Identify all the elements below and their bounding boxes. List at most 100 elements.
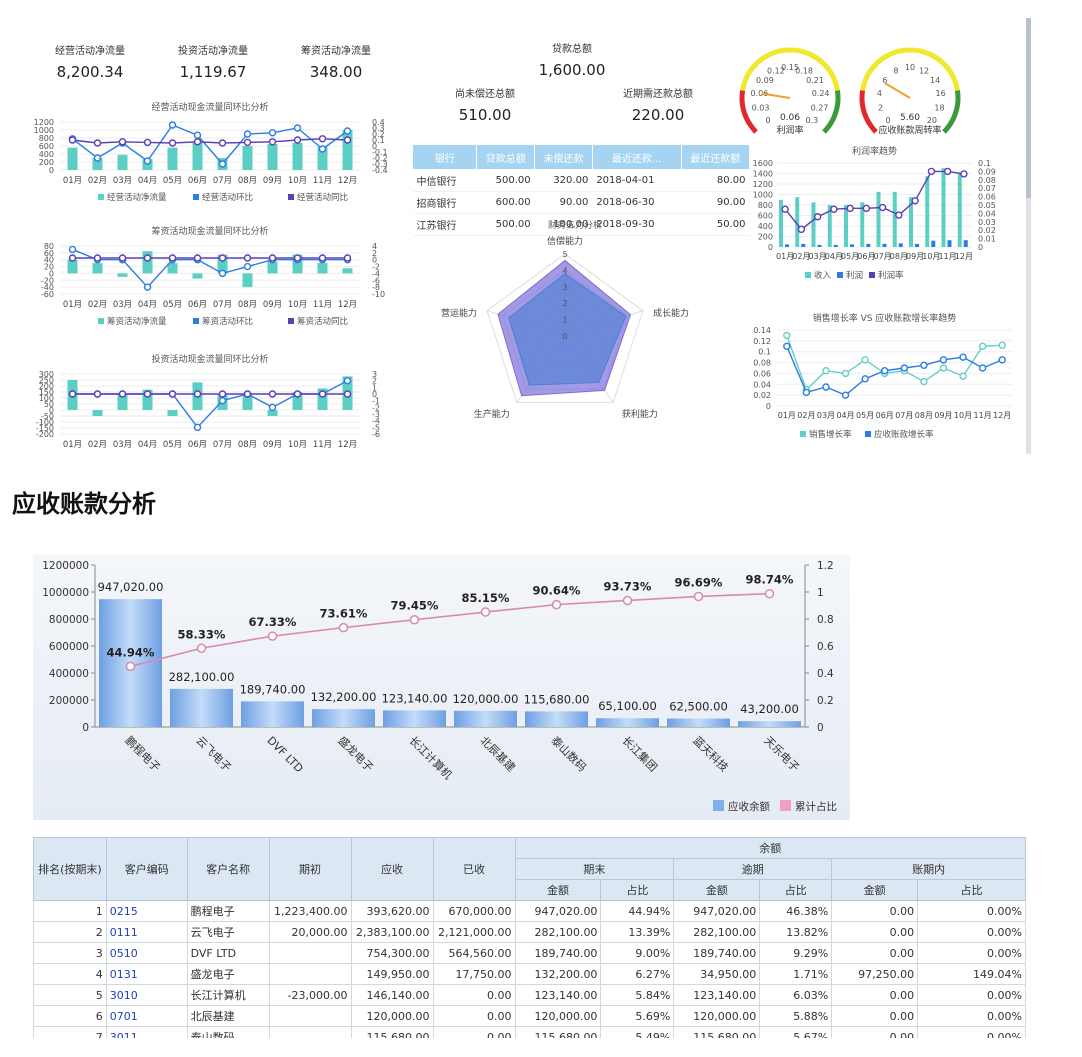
receivable-cell: 189,740.00 <box>673 942 761 964</box>
ar-point <box>881 367 889 375</box>
cash-bar <box>167 410 178 416</box>
receivable-cell: 120,000.00 <box>673 1005 761 1027</box>
y-tick-label: 600000 <box>49 641 89 653</box>
gauge-tick: 0.3 <box>806 116 819 125</box>
cash-bar <box>242 394 253 410</box>
col-end-ratio[interactable]: 占比 <box>600 879 675 901</box>
receivable-row[interactable]: 5 3010 长江计算机 -23,000.00 146,140.00 0.00 123,14… <box>33 984 1026 1006</box>
col-within-ratio[interactable]: 占比 <box>917 879 1026 901</box>
cash-bar <box>117 394 128 410</box>
receivable-row[interactable]: 2 0111 云飞电子 20,000.00 2,383,100.00 2,121,000.… <box>33 921 1026 943</box>
y-tick-label: -60 <box>41 290 54 299</box>
col-overdue-ratio[interactable]: 占比 <box>759 879 833 901</box>
legend-label: 累计占比 <box>795 800 837 813</box>
chart-title: 筹资活动现金流量同环比分析 <box>151 225 268 237</box>
customer-code-link[interactable]: 3011 <box>105 1026 188 1038</box>
cumulative-label: 98.74% <box>746 573 794 587</box>
kpi-value: 510.00 <box>458 106 512 124</box>
x-tick-label: 01月 <box>776 252 794 261</box>
receivable-row[interactable]: 7 3011 泰山数码 115,680.00 0.00 115,680.00 5.49% 11… <box>33 1026 1026 1038</box>
loan-col-header[interactable]: 未偿还款 <box>534 144 593 170</box>
legend-swatch <box>713 800 724 811</box>
dashboard-scrollbar[interactable] <box>1026 18 1031 454</box>
y2-tick-label: 0.8 <box>817 614 834 626</box>
y2-tick-label: 0 <box>372 256 377 265</box>
cash-bar <box>192 273 203 279</box>
tong-point <box>243 138 252 147</box>
customer-code-link[interactable]: 3010 <box>105 984 188 1006</box>
receivable-cell: 盛龙电子 <box>186 963 270 985</box>
radar-axis-label: 信偿能力 <box>547 235 583 247</box>
cash-bar <box>117 154 128 170</box>
col-overdue-amount[interactable]: 金额 <box>673 879 761 901</box>
receivable-row[interactable]: 4 0131 盛龙电子 149,950.00 17,750.00 132,200.00 6.… <box>33 963 1026 985</box>
kpi-investing-net-flow: 投资活动净流量 1,119.67 <box>143 42 283 81</box>
cash-bar <box>267 261 278 274</box>
kpi-financing-net-flow: 筹资活动净流量 348.00 <box>266 42 406 81</box>
x-tick-label: 04月 <box>138 440 157 450</box>
x-tick-label: 07月 <box>895 411 913 420</box>
x-tick-label: 03月 <box>809 252 827 261</box>
x-tick-label: 05月 <box>841 252 859 261</box>
scrollbar-thumb[interactable] <box>1026 18 1031 198</box>
legend-label: 销售增长率 <box>809 429 852 440</box>
receivable-row[interactable]: 3 0510 DVF LTD 754,300.00 564,560.00 189,740.… <box>33 942 1026 964</box>
col-received[interactable]: 已收 <box>432 837 516 901</box>
customer-code-link[interactable]: 0701 <box>105 1005 188 1027</box>
x-tick-label: 01月 <box>778 411 796 420</box>
col-customer-name[interactable]: 客户名称 <box>186 837 270 901</box>
x-category-label: 泰山数码 <box>548 733 589 774</box>
receivable-cell: 泰山数码 <box>186 1026 270 1038</box>
loan-col-header[interactable]: 最近还款额 <box>680 144 751 170</box>
y-tick-label: 400 <box>39 150 54 159</box>
receivable-row[interactable]: 6 0701 北辰基建 120,000.00 0.00 120,000.00 5.69% 12… <box>33 1005 1026 1027</box>
loan-row[interactable]: 招商银行 600.00 90.00 2018-06-30 90.00 <box>412 191 750 214</box>
y2-tick-label: 0.2 <box>817 695 834 707</box>
kpi-label: 筹资活动净流量 <box>301 46 371 57</box>
col-rank[interactable]: 排名(按期末) <box>33 837 107 901</box>
x-tick-label: 04月 <box>836 411 854 420</box>
customer-code-link[interactable]: 0215 <box>105 900 188 922</box>
x-tick-label: 12月 <box>338 300 357 310</box>
cash-bar <box>317 263 328 274</box>
cash-bar <box>317 388 328 410</box>
receivable-cell: 282,100.00 <box>514 921 602 943</box>
x-tick-label: 10月 <box>954 411 972 420</box>
col-customer-code[interactable]: 客户编码 <box>105 837 188 901</box>
receivable-cell: 5.67% <box>759 1026 833 1038</box>
col-end-amount[interactable]: 金额 <box>514 879 602 901</box>
loan-col-header[interactable]: 银行 <box>411 144 478 170</box>
kpi-due-soon: 近期需还款总额 220.00 <box>588 85 728 124</box>
income-bar <box>925 176 930 247</box>
loan-col-header[interactable]: 贷款总额 <box>476 144 536 170</box>
customer-code-link[interactable]: 0510 <box>105 942 188 964</box>
ar-point <box>939 356 948 364</box>
x-tick-label: 06月 <box>188 440 207 450</box>
receivable-row[interactable]: 1 0215 鹏程电子 1,223,400.00 393,620.00 670,000.0… <box>33 900 1026 922</box>
legend-swatch <box>193 194 199 200</box>
x-category-label: 盛龙电子 <box>335 733 376 774</box>
customer-code-link[interactable]: 0131 <box>105 963 188 985</box>
customer-code-link[interactable]: 0111 <box>105 921 188 943</box>
y-tick-label: 0.12 <box>753 337 771 346</box>
col-within-amount[interactable]: 金额 <box>831 879 919 901</box>
x-tick-label: 11月 <box>939 252 957 261</box>
col-beginning[interactable]: 期初 <box>268 837 352 901</box>
loan-row[interactable]: 江苏银行 500.00 100.00 2018-09-30 50.00 <box>412 213 750 236</box>
receivable-cell: 670,000.00 <box>432 900 516 922</box>
col-balance: 余额 <box>514 837 1026 859</box>
y-tick-label: 800 <box>39 134 54 143</box>
tong-point <box>268 254 277 262</box>
y-tick-label: -100 <box>36 418 54 427</box>
legend-label: 应收账款增长率 <box>874 429 934 440</box>
receivable-cell: -23,000.00 <box>268 984 352 1006</box>
tong-point <box>68 390 77 398</box>
tong-line <box>72 138 348 144</box>
radar-title: 财务五力分析 <box>548 219 602 231</box>
legend-label: 经营活动净流量 <box>107 192 167 203</box>
loan-col-header[interactable]: 最近还款... <box>591 144 682 170</box>
col-receivable[interactable]: 应收 <box>350 837 434 901</box>
loan-cell: 招商银行 <box>412 191 477 214</box>
loan-row[interactable]: 中信银行 500.00 320.00 2018-04-01 80.00 <box>412 169 750 192</box>
receivable-cell: 132,200.00 <box>514 963 602 985</box>
